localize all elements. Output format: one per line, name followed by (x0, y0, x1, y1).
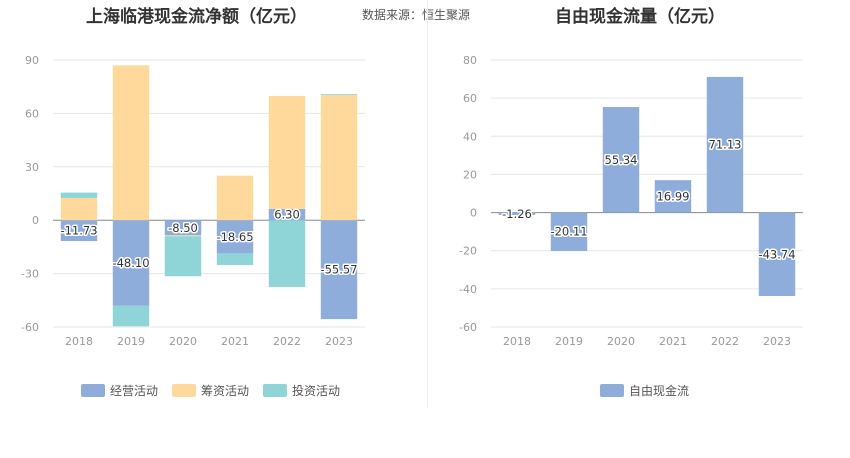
x-tick-label: 2019 (555, 335, 583, 348)
y-tick-label: 30 (25, 161, 39, 174)
y-tick-label: -20 (459, 245, 477, 258)
y-tick-label: 20 (463, 168, 477, 181)
bar-c1-s0 (758, 212, 796, 296)
bar-c0-s1 (60, 197, 98, 221)
x-tick-label: 2021 (659, 335, 687, 348)
legend-label-operating: 经营活动 (110, 384, 159, 398)
y-tick-label: -40 (459, 283, 477, 296)
data-label: -11.73 (60, 224, 97, 238)
bar-c0-s1 (164, 235, 202, 237)
data-label: -43.74 (758, 247, 795, 261)
data-source: 数据来源：恒生聚源 (362, 8, 471, 22)
y-tick-label: -60 (459, 321, 477, 334)
data-label: -8.50 (168, 221, 198, 235)
legend-item-investing[interactable]: 投资活动 (263, 382, 340, 399)
bar-c0-s0 (60, 220, 98, 242)
data-label: -1.26 (502, 207, 532, 221)
y-tick-label: 40 (463, 130, 477, 143)
x-tick-label: 2020 (169, 335, 197, 348)
x-tick-label: 2023 (325, 335, 353, 348)
right-legend: 自由现金流 (600, 382, 689, 399)
chart-divider (427, 0, 428, 408)
y-tick-label: 90 (25, 54, 39, 67)
bar-c0-s2 (268, 220, 306, 287)
x-tick-label: 2018 (65, 335, 93, 348)
legend-swatch-operating (81, 384, 105, 397)
y-tick-label: 0 (470, 207, 477, 220)
bar-c0-s1 (268, 95, 306, 209)
y-tick-label: -30 (21, 268, 39, 281)
data-label: -48.10 (112, 256, 149, 270)
left-legend: 经营活动 筹资活动 投资活动 (81, 382, 340, 399)
bar-c0-s0 (320, 220, 358, 320)
legend-swatch-free-cash-flow (600, 384, 624, 397)
bar-c1-s0 (550, 212, 588, 251)
bar-c0-s0 (164, 220, 202, 236)
bar-c0-s0 (112, 220, 150, 306)
left-chart-title: 上海临港现金流净额（亿元） (86, 7, 307, 27)
bar-c1-s0 (706, 76, 744, 213)
x-tick-label: 2021 (221, 335, 249, 348)
bar-c0-s0 (216, 220, 254, 254)
legend-item-financing[interactable]: 筹资活动 (172, 382, 249, 399)
bar-c1-s0 (498, 212, 536, 215)
bar-c1-s0 (602, 107, 640, 213)
data-label: 55.34 (605, 153, 638, 167)
y-tick-label: 60 (25, 107, 39, 120)
legend-label-investing: 投资活动 (292, 384, 341, 398)
bar-c0-s1 (320, 95, 358, 221)
data-label: 71.13 (709, 138, 742, 152)
bar-c0-s2 (164, 236, 202, 277)
y-tick-label: 60 (463, 92, 477, 105)
legend-swatch-investing (263, 384, 288, 397)
legend-swatch-financing (172, 384, 197, 397)
bar-c0-s2 (112, 305, 150, 327)
data-label: -18.65 (216, 230, 253, 244)
data-label: -55.57 (320, 263, 357, 277)
data-label: 6.30 (274, 208, 300, 222)
legend-label-financing: 筹资活动 (201, 384, 250, 398)
x-tick-label: 2022 (273, 335, 301, 348)
bar-c0-s2 (60, 192, 98, 198)
data-label: -20.11 (550, 225, 587, 239)
bar-c0-s2 (216, 253, 254, 265)
bar-c0-s2 (320, 94, 358, 96)
bar-c0-s1 (112, 65, 150, 221)
legend-label-free-cash-flow: 自由现金流 (629, 384, 690, 398)
y-tick-label: 0 (32, 214, 39, 227)
legend-item-operating[interactable]: 经营活动 (81, 382, 158, 399)
right-chart-title: 自由现金流量（亿元） (555, 7, 725, 27)
data-label: 16.99 (657, 189, 690, 203)
legend-item-free-cash-flow[interactable]: 自由现金流 (600, 382, 689, 399)
y-tick-label: 80 (463, 54, 477, 67)
x-tick-label: 2022 (711, 335, 739, 348)
x-tick-label: 2019 (117, 335, 145, 348)
y-tick-label: -60 (21, 321, 39, 334)
bar-c0-s1 (216, 175, 254, 221)
x-tick-label: 2023 (763, 335, 791, 348)
bar-c0-s0 (268, 208, 306, 221)
x-tick-label: 2018 (503, 335, 531, 348)
bar-c1-s0 (654, 180, 692, 213)
x-tick-label: 2020 (607, 335, 635, 348)
